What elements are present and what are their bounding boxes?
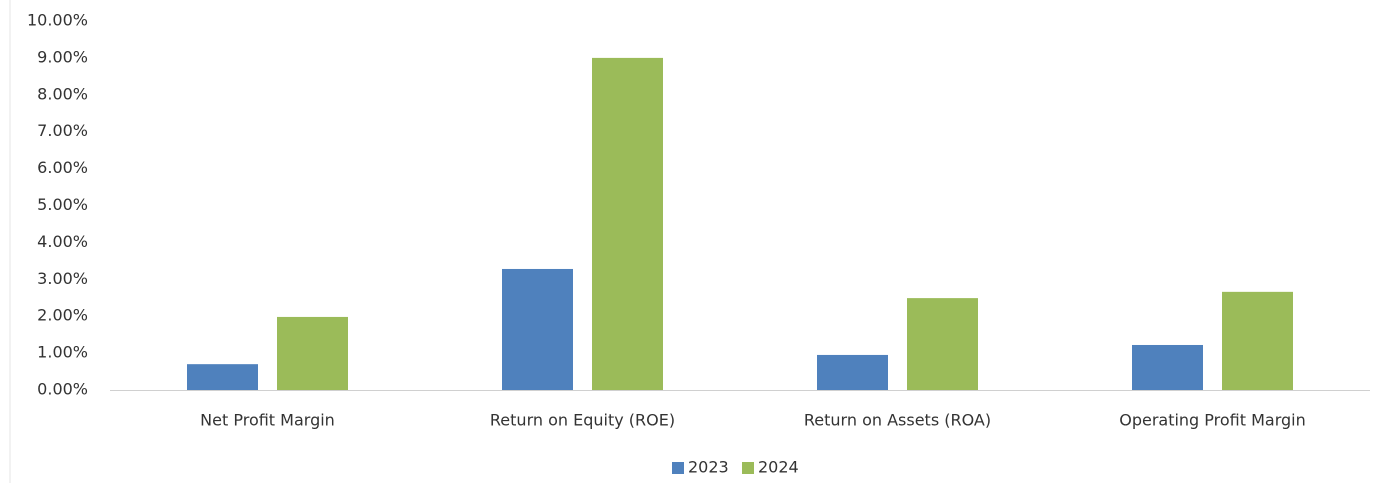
bar (187, 364, 258, 390)
x-tick-label: Net Profit Margin (200, 411, 335, 430)
legend-swatch (742, 462, 754, 474)
y-tick-label: 3.00% (37, 269, 88, 288)
bar (592, 57, 663, 391)
y-tick-label: 4.00% (37, 232, 88, 251)
legend-label: 2023 (688, 458, 729, 477)
y-tick-label: 10.00% (27, 11, 88, 30)
legend-swatch (672, 462, 684, 474)
bar (907, 298, 978, 390)
y-tick-label: 9.00% (37, 47, 88, 66)
y-tick-label: 1.00% (37, 343, 88, 362)
x-tick-label: Operating Profit Margin (1119, 411, 1306, 430)
legend-label: 2024 (758, 458, 799, 477)
x-tick-label: Return on Equity (ROE) (490, 411, 675, 430)
y-tick-label: 6.00% (37, 158, 88, 177)
bar (277, 316, 348, 390)
y-tick-label: 8.00% (37, 84, 88, 103)
y-tick-label: 2.00% (37, 306, 88, 325)
x-tick-label: Return on Assets (ROA) (804, 411, 991, 430)
bar (1222, 291, 1293, 390)
bar (502, 268, 573, 390)
y-tick-label: 5.00% (37, 195, 88, 214)
y-tick-label: 0.00% (37, 380, 88, 399)
bar (817, 354, 888, 390)
y-tick-label: 7.00% (37, 121, 88, 140)
bar (1132, 344, 1203, 390)
